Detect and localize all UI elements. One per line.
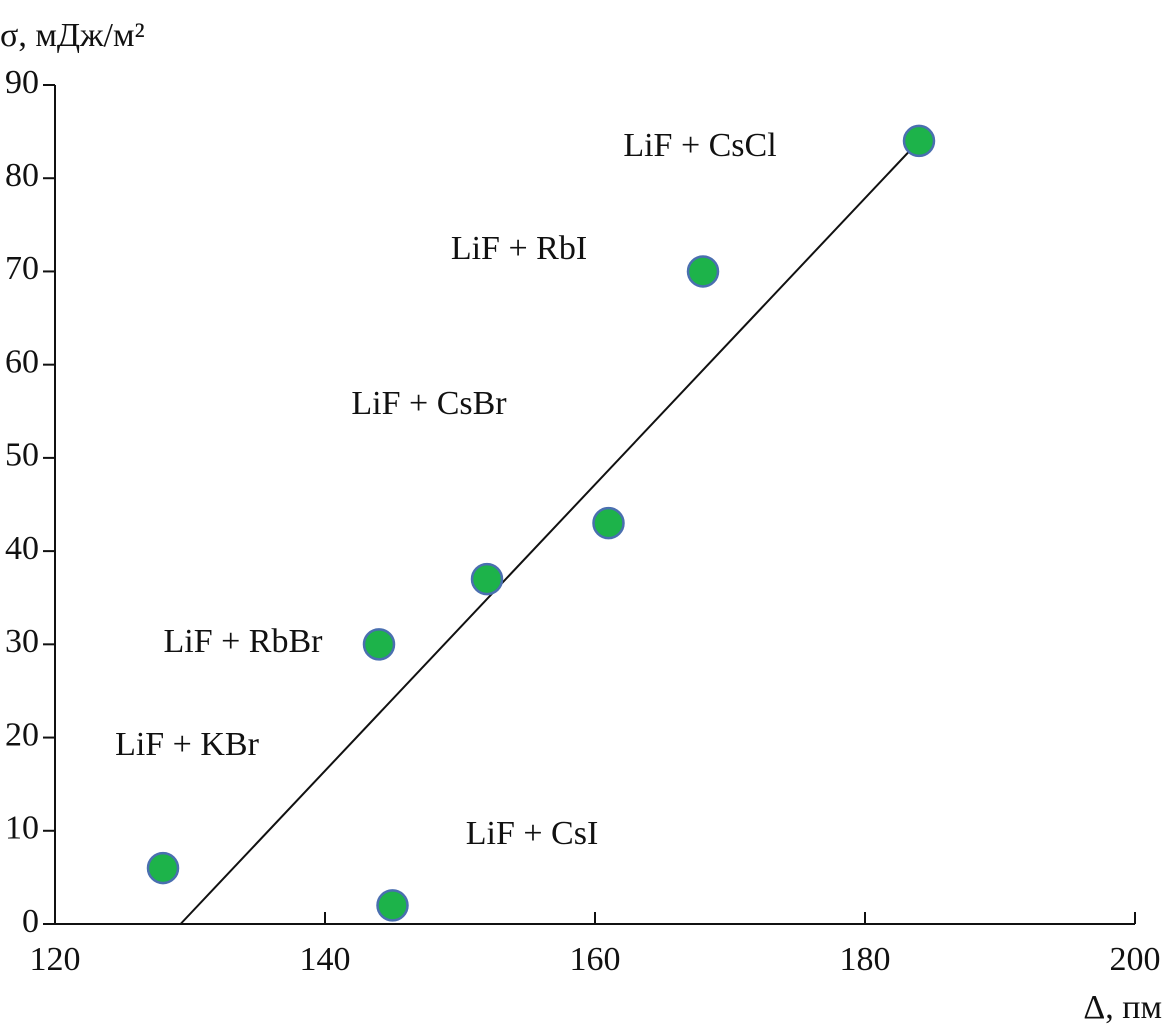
point (902, 124, 936, 158)
annotation: LiF + CsBr (351, 385, 507, 422)
y-tick-label: 70 (5, 250, 39, 287)
y-tick-label: 10 (5, 810, 39, 847)
y-tick-label: 80 (5, 157, 39, 194)
point (592, 506, 625, 540)
annotation: LiF + RbBr (164, 623, 324, 660)
annotation: LiF + CsCl (623, 127, 776, 164)
y-tick-label: 30 (5, 623, 39, 660)
y-axis-label: σ, мДж/м² (0, 17, 145, 54)
x-tick-label: 140 (300, 941, 351, 978)
y-tick-label: 20 (5, 716, 39, 753)
y-tick-label: 60 (5, 343, 39, 380)
x-tick-label: 160 (570, 941, 621, 978)
point (376, 889, 409, 922)
annotation: LiF + RbI (451, 230, 587, 267)
x-tick-label: 120 (30, 941, 81, 978)
x-axis-label: Δ, пм (1083, 989, 1162, 1026)
x-tick-label: 180 (840, 941, 891, 978)
x-tick-label: 200 (1110, 941, 1161, 978)
point (362, 628, 396, 661)
point (146, 851, 180, 885)
point (470, 562, 504, 596)
annotation: LiF + CsI (466, 815, 599, 852)
annotation: LiF + KBr (115, 726, 260, 763)
fit-line (179, 140, 920, 925)
y-tick-label: 90 (5, 64, 39, 101)
y-tick-label: 40 (5, 530, 39, 567)
y-tick-label: 0 (22, 903, 39, 940)
y-tick-label: 50 (5, 437, 39, 474)
point (686, 255, 720, 288)
